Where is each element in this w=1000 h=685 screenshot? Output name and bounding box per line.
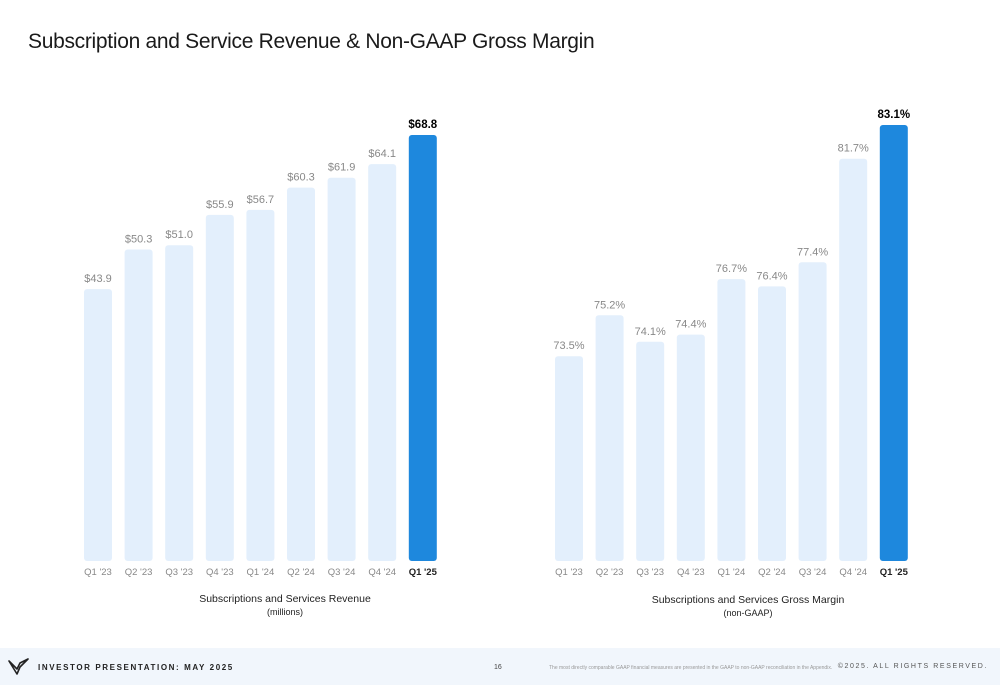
revenue-data-label: $64.1 [368,148,396,160]
revenue-data-label: $43.9 [84,273,112,285]
revenue-bar [165,245,194,561]
presentation-label: INVESTOR PRESENTATION: MAY 2025 [38,663,234,672]
margin-tick-label: Q1 '24 [718,567,746,578]
revenue-bar [287,187,315,562]
margin-data-label: 73.5% [553,340,584,352]
revenue-tick-label: Q1 '23 [84,567,112,578]
margin-bar [555,356,583,561]
gaap-footnote: The most directly comparable GAAP financ… [549,665,833,671]
margin-bar [676,334,705,561]
revenue-tick-label: Q2 '24 [287,567,315,578]
company-logo-icon [8,658,29,675]
revenue-bar [368,164,397,561]
margin-tick-label: Q1 '25 [880,567,909,578]
margin-tick-label: Q2 '23 [596,567,624,578]
revenue-tick-label: Q1 '24 [247,567,275,578]
margin-bar [879,125,908,561]
revenue-data-label: $60.3 [287,172,315,184]
revenue-chart-caption: Subscriptions and Services Revenue (mill… [160,593,410,617]
page-title: Subscription and Service Revenue & Non-G… [28,30,595,53]
footer-bar: INVESTOR PRESENTATION: MAY 2025 16 The m… [0,648,1000,685]
revenue-bar [84,289,112,561]
margin-tick-label: Q3 '23 [636,567,664,578]
copyright-notice: ©2025. ALL RIGHTS RESERVED. [837,663,988,670]
revenue-data-label: $55.9 [206,199,234,211]
margin-tick-label: Q1 '23 [555,567,583,578]
margin-bar [717,279,746,561]
revenue-tick-label: Q3 '24 [328,567,356,578]
revenue-chart-xlabel: Subscriptions and Services Revenue [199,593,371,605]
margin-tick-label: Q2 '24 [758,567,786,578]
margin-data-label: 76.7% [716,263,747,275]
margin-tick-label: Q4 '23 [677,567,705,578]
gross-margin-bar-chart: 73.5% Q1 '23 75.2% Q2 '23 74.1% Q3 '23 74.4% Q4… [553,109,910,578]
margin-chart-caption: Subscriptions and Services Gross Margin … [598,594,898,618]
margin-tick-label: Q4 '24 [839,567,867,578]
margin-bar [758,286,786,561]
page-number: 16 [494,664,502,671]
revenue-tick-label: Q1 '25 [409,567,438,578]
revenue-data-label: $50.3 [125,234,153,246]
margin-bar [595,315,624,561]
margin-chart-xlabel-sub: (non-GAAP) [723,608,773,618]
revenue-bar [327,177,356,562]
revenue-bar [124,249,153,561]
margin-bar [636,341,665,561]
revenue-bar [408,135,437,561]
margin-data-label: 75.2% [594,299,625,311]
margin-tick-label: Q3 '24 [799,567,827,578]
revenue-bar-chart: $43.9 Q1 '23 $50.3 Q2 '23 $51.0 Q3 '23 $55.9 Q4… [84,119,438,578]
revenue-tick-label: Q2 '23 [125,567,153,578]
margin-data-label: 74.1% [635,326,666,338]
revenue-tick-label: Q3 '23 [165,567,193,578]
revenue-data-label: $56.7 [247,194,275,206]
revenue-tick-label: Q4 '24 [368,567,396,578]
margin-bar [798,262,827,561]
revenue-data-label: $61.9 [328,162,356,174]
margin-data-label: 81.7% [838,143,869,155]
margin-bar [839,158,868,561]
margin-data-label: 83.1% [877,109,910,121]
revenue-bar [246,209,275,561]
margin-data-label: 76.4% [756,270,787,282]
margin-data-label: 77.4% [797,246,828,258]
revenue-tick-label: Q4 '23 [206,567,234,578]
revenue-data-label: $68.8 [408,119,437,131]
margin-data-label: 74.4% [675,319,706,331]
revenue-chart-xlabel-sub: (millions) [267,607,303,617]
margin-chart-xlabel: Subscriptions and Services Gross Margin [651,594,845,606]
revenue-data-label: $51.0 [165,229,193,241]
revenue-bar [205,214,234,561]
